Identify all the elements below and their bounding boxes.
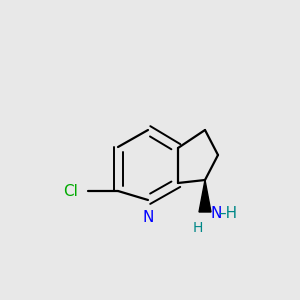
Text: N: N [142,210,154,225]
Text: H: H [193,221,203,235]
Text: N: N [210,206,221,221]
Text: Cl: Cl [63,184,78,199]
Polygon shape [199,180,211,212]
Text: –H: –H [218,206,237,221]
